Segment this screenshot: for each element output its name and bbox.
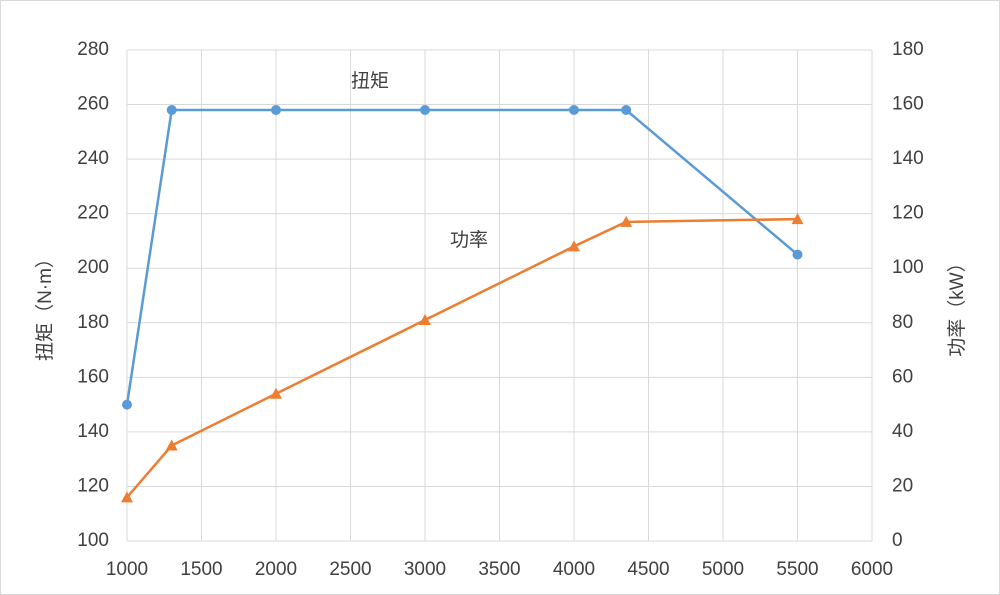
x-tick-label: 2000 [255, 559, 297, 580]
y-tick-label: 160 [77, 366, 109, 387]
y2-tick-label: 60 [892, 366, 913, 387]
y2-tick-label: 140 [892, 148, 924, 169]
y2-tick-label: 20 [892, 475, 913, 496]
marker [621, 105, 632, 116]
x-tick-label: 5000 [702, 559, 744, 580]
marker [419, 314, 431, 326]
y2-tick-label: 120 [892, 203, 924, 224]
x-tick-label: 1000 [106, 559, 148, 580]
marker [166, 105, 177, 116]
y2-tick-label: 0 [892, 530, 903, 551]
x-tick-label: 6000 [851, 559, 893, 580]
annotation: 功率 [450, 229, 488, 251]
y-tick-label: 260 [77, 94, 109, 115]
x-tick-label: 1500 [180, 559, 222, 580]
y-tick-label: 200 [77, 257, 109, 278]
x-tick-label: 5500 [776, 559, 818, 580]
x-tick-label: 4000 [553, 559, 595, 580]
y-axis-label: 扭矩（N·m） [34, 249, 56, 361]
y2-axis-label: 功率（kW） [946, 253, 968, 356]
marker [270, 387, 282, 399]
marker [122, 399, 132, 410]
marker [568, 240, 580, 252]
y-tick-label: 140 [77, 421, 109, 442]
marker [121, 491, 133, 503]
y2-tick-label: 40 [892, 421, 913, 442]
y2-tick-label: 180 [892, 39, 924, 60]
marker [569, 105, 579, 116]
y-tick-label: 240 [77, 148, 109, 169]
y-tick-label: 120 [77, 475, 109, 496]
marker [271, 105, 281, 116]
y-tick-label: 180 [77, 312, 109, 333]
marker [791, 213, 804, 225]
x-tick-label: 2500 [329, 559, 371, 580]
y2-tick-label: 100 [892, 257, 924, 278]
marker [420, 105, 430, 116]
y-tick-label: 280 [77, 39, 109, 60]
annotation: 扭矩 [351, 70, 389, 92]
y-tick-label: 220 [77, 203, 109, 224]
y2-tick-label: 80 [892, 312, 913, 333]
y2-tick-label: 160 [892, 94, 924, 115]
x-tick-label: 3500 [478, 559, 520, 580]
marker [620, 215, 633, 227]
marker [792, 249, 803, 260]
y-tick-label: 100 [77, 530, 109, 551]
x-tick-label: 3000 [404, 559, 446, 580]
x-tick-label: 4500 [627, 559, 669, 580]
marker [165, 439, 178, 451]
